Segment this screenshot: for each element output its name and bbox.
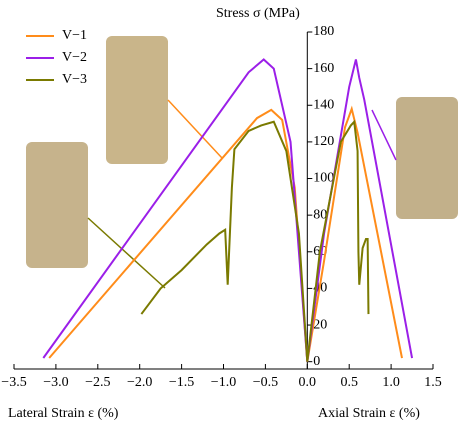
y-tick-label: 20 (313, 317, 327, 332)
specimen-photo (26, 142, 88, 268)
x-tick-label: −3.5 (1, 375, 26, 390)
x-tick-label: −0.5 (253, 375, 278, 390)
y-tick-label: 180 (313, 24, 334, 39)
y-tick-label: 160 (313, 61, 334, 76)
y-axis-label: Stress σ (MPa) (216, 6, 300, 21)
x-tick-label: 1.0 (382, 375, 400, 390)
legend-label: V−1 (62, 28, 87, 43)
legend-label: V−2 (62, 50, 87, 65)
x-tick-label: −1.5 (169, 375, 194, 390)
x-tick-label: −2.0 (127, 375, 152, 390)
leader-line (87, 217, 166, 289)
legend-label: V−3 (62, 72, 87, 87)
x-tick-label: −1.0 (211, 375, 236, 390)
leader-line (167, 99, 223, 159)
leader-line (371, 109, 397, 161)
specimen-photo (106, 36, 168, 164)
specimen-photo (396, 97, 458, 219)
y-tick-label: 100 (313, 171, 334, 186)
x-tick-label: −3.0 (43, 375, 68, 390)
x-tick-label: −2.5 (85, 375, 110, 390)
y-tick-label: 120 (313, 134, 334, 149)
x-tick-label: 0.5 (340, 375, 358, 390)
x-tick-label: 0.0 (299, 375, 317, 390)
x-axis-label: Axial Strain ε (%) (318, 406, 420, 421)
x-axis-label: Lateral Strain ε (%) (8, 406, 119, 421)
series-line (140, 119, 370, 362)
y-tick-label: 0 (313, 354, 320, 369)
series-line (42, 58, 414, 362)
y-tick-label: 140 (313, 97, 334, 112)
y-tick-label: 80 (313, 207, 327, 222)
x-tick-label: 1.5 (424, 375, 442, 390)
